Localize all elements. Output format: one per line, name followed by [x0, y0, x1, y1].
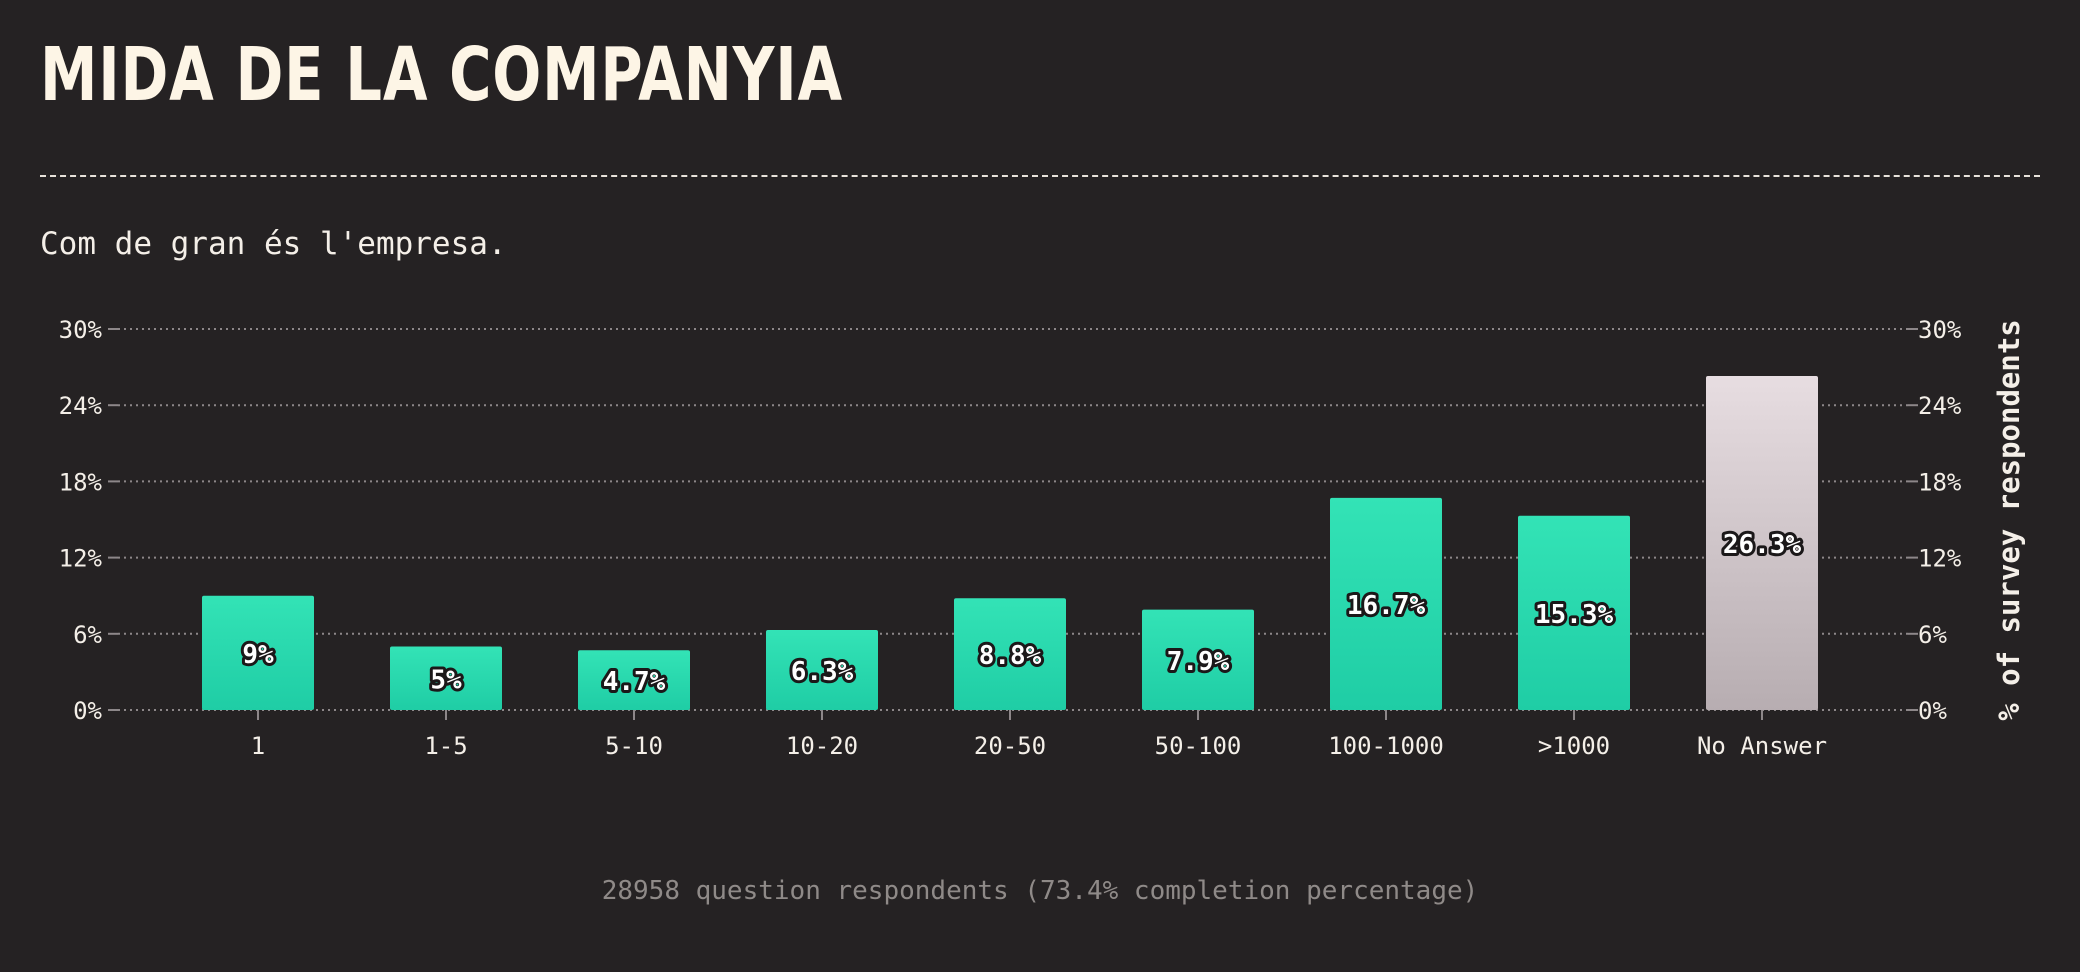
bar [766, 629, 878, 710]
bar-value-label: 26.3% [1723, 530, 1802, 560]
y-tick-label-right: 12% [1918, 545, 1962, 573]
bar-value-label: 16.7% [1347, 591, 1426, 621]
bar [954, 598, 1066, 710]
chart-subtitle: Com de gran és l'empresa. [40, 226, 507, 262]
x-tick-label: 20-50 [974, 732, 1046, 760]
bar [1518, 515, 1630, 710]
y-axis-title: % of survey respondents [1992, 319, 2026, 721]
y-tick-label-left: 24% [59, 392, 103, 420]
y-tick-label-left: 30% [59, 316, 103, 344]
y-tick-label-right: 24% [1918, 392, 1962, 420]
bar-value-label: 8.8% [979, 641, 1042, 671]
respondents-note: 28958 question respondents (73.4% comple… [601, 876, 1479, 906]
bar [578, 650, 690, 710]
x-axis: 1 1-5 5-10 10-20 20-50 50-100 100-1000 >1000 No … [251, 710, 1827, 760]
x-tick-label: 10-20 [786, 732, 858, 760]
bar-value-label: 15.3% [1535, 600, 1614, 630]
y-axis-left: 0% 6% 12% 18% 24% 30% [59, 316, 118, 725]
title-divider [40, 175, 2040, 177]
y-tick-label-left: 12% [59, 545, 103, 573]
x-tick-label: 1 [251, 732, 265, 760]
x-tick-label: 1-5 [424, 732, 467, 760]
x-tick-label: 100-1000 [1328, 732, 1444, 760]
bar-chart: 0% 6% 12% 18% 24% 30% 0% 6% 12% 18% 24% 30% 9% 5% 4.… [59, 316, 2026, 760]
y-tick-label-right: 18% [1918, 468, 1962, 496]
y-tick-label-right: 30% [1918, 316, 1962, 344]
bar-value-label: 7.9% [1167, 647, 1230, 677]
y-tick-label-right: 0% [1918, 697, 1947, 725]
x-tick-label: >1000 [1538, 732, 1610, 760]
bar-value-label: 4.7% [603, 667, 666, 697]
bar-value-label: 9% [242, 640, 274, 670]
bar [202, 595, 314, 710]
y-axis-right: 0% 6% 12% 18% 24% 30% [1908, 316, 1962, 725]
bar [1142, 609, 1254, 710]
bar-value-label: 6.3% [791, 657, 854, 687]
x-tick-label: 5-10 [605, 732, 663, 760]
x-tick-label: 50-100 [1155, 732, 1242, 760]
x-tick-label: No Answer [1697, 732, 1827, 760]
bar [1330, 497, 1442, 710]
bar [390, 646, 502, 710]
bar-no-answer [1706, 375, 1818, 710]
y-tick-label-left: 0% [73, 697, 102, 725]
y-tick-label-right: 6% [1918, 621, 1947, 649]
bars: 9% 5% 4.7% 6.3% 8.8% 7.9% 16.7% 15.3% 26.3% [202, 375, 1818, 710]
bar-value-label: 5% [430, 665, 462, 695]
y-tick-label-left: 18% [59, 468, 103, 496]
chart-title: MIDA DE LA COMPANYIA [40, 32, 843, 118]
y-tick-label-left: 6% [73, 621, 102, 649]
